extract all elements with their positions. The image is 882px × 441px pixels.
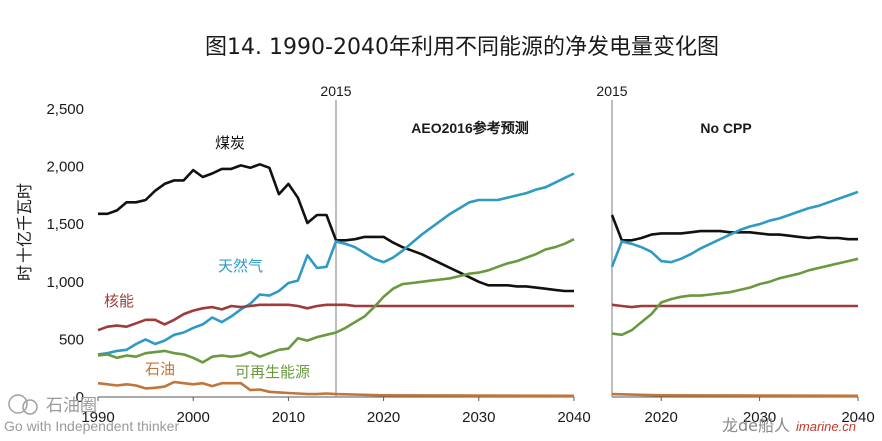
x-tick-label: 2040	[557, 409, 590, 426]
x-tick-label: 2010	[272, 409, 305, 426]
y-tick-label: 1,000	[46, 274, 84, 291]
series-label-renewables: 可再生能源	[235, 363, 310, 381]
series-label-coal: 煤炭	[215, 134, 245, 152]
y-tick-label: 1,500	[46, 216, 84, 233]
series-label-nuclear: 核能	[104, 292, 134, 310]
panels: 1990 2000 2010 2020 2030 2040 2015 AEO2016参考预测 2…	[81, 83, 874, 426]
series-line-gas	[610, 190, 859, 268]
x-tick-label: 2020	[367, 409, 400, 426]
series-line-renewables	[97, 238, 575, 364]
series-label-oil: 石油	[145, 360, 175, 378]
watermark-left-en: Go with Independent thinker	[4, 418, 179, 434]
x-tick-label: 2000	[177, 409, 210, 426]
x-tick-label: 2030	[462, 409, 495, 426]
watermark-right-cn: 龙de船人	[722, 416, 790, 435]
x-tick-label: 2030	[743, 409, 776, 426]
y-axis: 时十亿千瓦时 0 500 1,000 1,500 2,000 2,500	[15, 101, 84, 406]
y-tick-labels: 0 500 1,000 1,500 2,000 2,500	[46, 101, 84, 406]
watermark-left-logo: 石油圈 Go with Independent thinker	[4, 394, 179, 434]
watermarks: 石油圈 Go with Independent thinker 龙de船人 im…	[4, 394, 856, 435]
panel-reference: 1990 2000 2010 2020 2030 2040 2015 AEO2016参考预测	[81, 83, 590, 426]
y-tick-label: 2,500	[46, 101, 84, 118]
y-axis-label-text: 十亿千瓦时	[15, 183, 34, 263]
watermark-right-url: imarine.cn	[796, 419, 856, 434]
chart-title: 图14. 1990-2040年利用不同能源的净发电量变化图	[205, 35, 719, 60]
marker-2015-label: 2015	[320, 83, 351, 99]
series-line-gas	[97, 172, 575, 356]
watermark-right-logo: 龙de船人 imarine.cn	[722, 416, 856, 435]
x-tick-label: 1990	[81, 409, 114, 426]
y-axis-label: 时十亿千瓦时	[15, 183, 34, 281]
panel-no-cpp: 2020 2030 2040 2015 No CPP	[596, 83, 874, 426]
series-line-nuclear	[97, 303, 574, 332]
panel-title: AEO2016参考预测	[411, 120, 528, 136]
series-line-coal	[610, 214, 858, 242]
x-tick-label: 2040	[841, 409, 874, 426]
series-labels: 煤炭 天然气 核能 石油 可再生能源	[104, 134, 310, 381]
panel-title: No CPP	[700, 120, 751, 136]
series-label-gas: 天然气	[218, 257, 263, 275]
series-line-oil	[611, 392, 859, 398]
y-tick-label: 2,000	[46, 159, 84, 176]
x-tick-label: 2020	[645, 409, 678, 426]
y-tick-label: 0	[76, 389, 84, 406]
series-line-nuclear	[611, 303, 858, 309]
series-line-renewables	[611, 257, 859, 337]
series-line-oil	[97, 380, 575, 398]
y-tick-label: 500	[59, 331, 84, 348]
watermark-left-cn: 石油圈	[46, 396, 97, 416]
marker-2015-label: 2015	[596, 83, 627, 99]
